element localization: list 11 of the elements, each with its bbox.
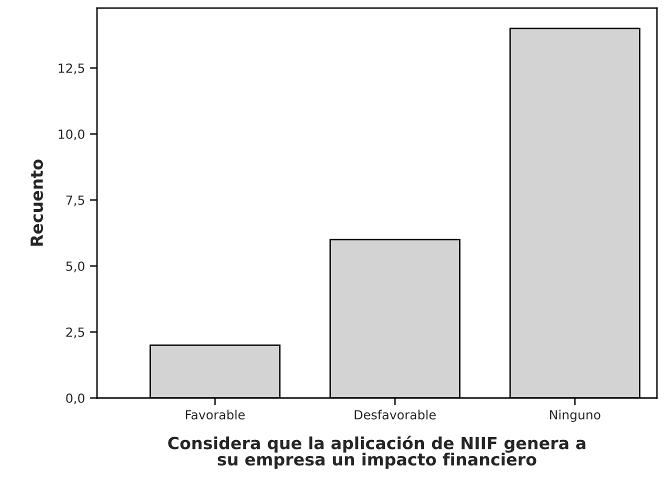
x-tick-label: Ninguno xyxy=(550,410,600,422)
y-tick-label: 0,0 xyxy=(66,393,84,404)
x-tick-label: Desfavorable xyxy=(354,410,436,420)
x-tick-label: Favorable xyxy=(186,410,245,420)
x-axis-title: Considera que la aplicación de NIIF genera a su empresa un impacto financiero xyxy=(168,436,586,469)
y-tick-label: 7,5 xyxy=(66,196,84,206)
y-tick-label: 2,5 xyxy=(66,327,84,338)
y-axis-title: Recuento xyxy=(30,160,44,246)
y-tick-label: 10,0 xyxy=(58,129,84,140)
y-tick-label: 12,5 xyxy=(58,63,84,74)
y-tick-label: 5,0 xyxy=(66,261,84,272)
